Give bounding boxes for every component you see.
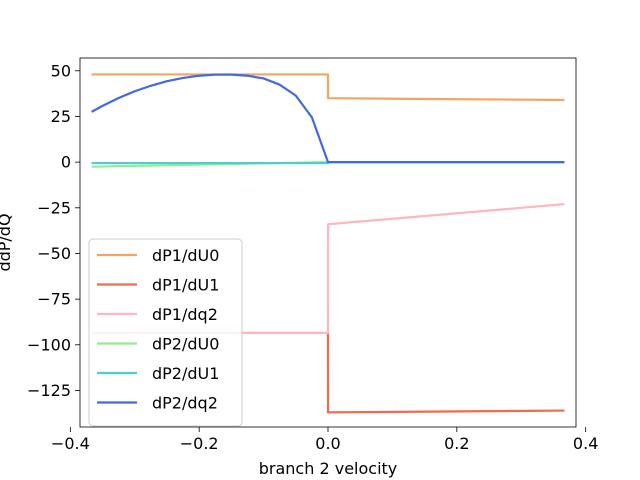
- x-tick-label: 0.0: [315, 434, 340, 453]
- legend-label: dP1/dq2: [152, 305, 218, 324]
- legend: dP1/dU0 dP1/dU1 dP1/dq2 dP2/dU0 dP2/dU1 dP2/d…: [88, 238, 243, 427]
- y-tick-label: −25: [37, 198, 71, 217]
- y-axis-label: ddP/dQ: [0, 213, 14, 271]
- y-tick-label: −100: [27, 335, 71, 354]
- y-tick-label: 25: [51, 107, 71, 126]
- x-tick-label: −0.2: [180, 434, 219, 453]
- legend-box: [88, 238, 243, 427]
- y-tick-label: 0: [61, 153, 71, 172]
- series-line-5: [91, 73, 565, 164]
- legend-label: dP1/dU0: [152, 246, 219, 265]
- x-axis-ticks: −0.4 −0.2 0.0 0.2 0.4: [51, 427, 598, 453]
- legend-label: dP2/dU1: [152, 364, 219, 383]
- series-line-0: [91, 73, 565, 102]
- x-tick-label: 0.4: [573, 434, 598, 453]
- legend-label: dP1/dU1: [152, 276, 219, 295]
- legend-label: dP2/dU0: [152, 335, 219, 354]
- y-tick-label: −75: [37, 290, 71, 309]
- y-axis-ticks: 50 25 0 −25 −50 −75 −100 −125: [27, 61, 80, 400]
- y-tick-label: −50: [37, 244, 71, 263]
- x-tick-label: 0.2: [444, 434, 469, 453]
- y-tick-label: 50: [51, 61, 71, 80]
- x-axis-label: branch 2 velocity: [259, 459, 398, 478]
- legend-label: dP2/dq2: [152, 394, 218, 413]
- x-tick-label: −0.4: [51, 434, 90, 453]
- y-tick-label: −125: [27, 381, 71, 400]
